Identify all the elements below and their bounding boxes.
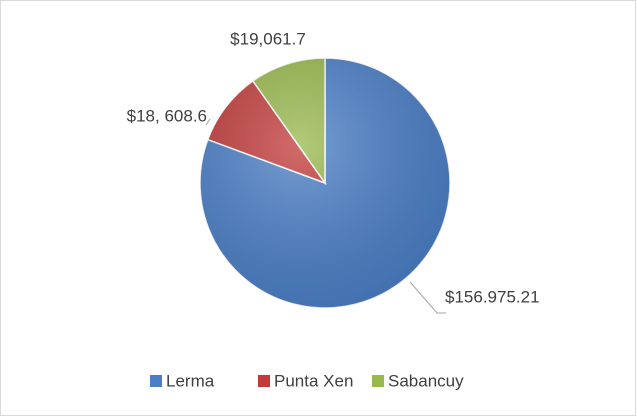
legend: Lerma Punta Xen Sabancuy [150,371,464,390]
legend-label: Sabancuy [388,371,464,390]
data-label: $18, 608.6 [127,106,207,125]
legend-swatch [258,375,270,387]
leader-line [409,281,446,314]
legend-label: Punta Xen [274,371,353,390]
legend-swatch [372,375,384,387]
data-label: $19,061.7 [230,29,306,48]
legend-label: Lerma [166,371,215,390]
data-label: $156.975.21 [445,287,540,306]
leader-line [205,118,211,126]
pie [199,57,451,309]
legend-swatch [150,375,162,387]
